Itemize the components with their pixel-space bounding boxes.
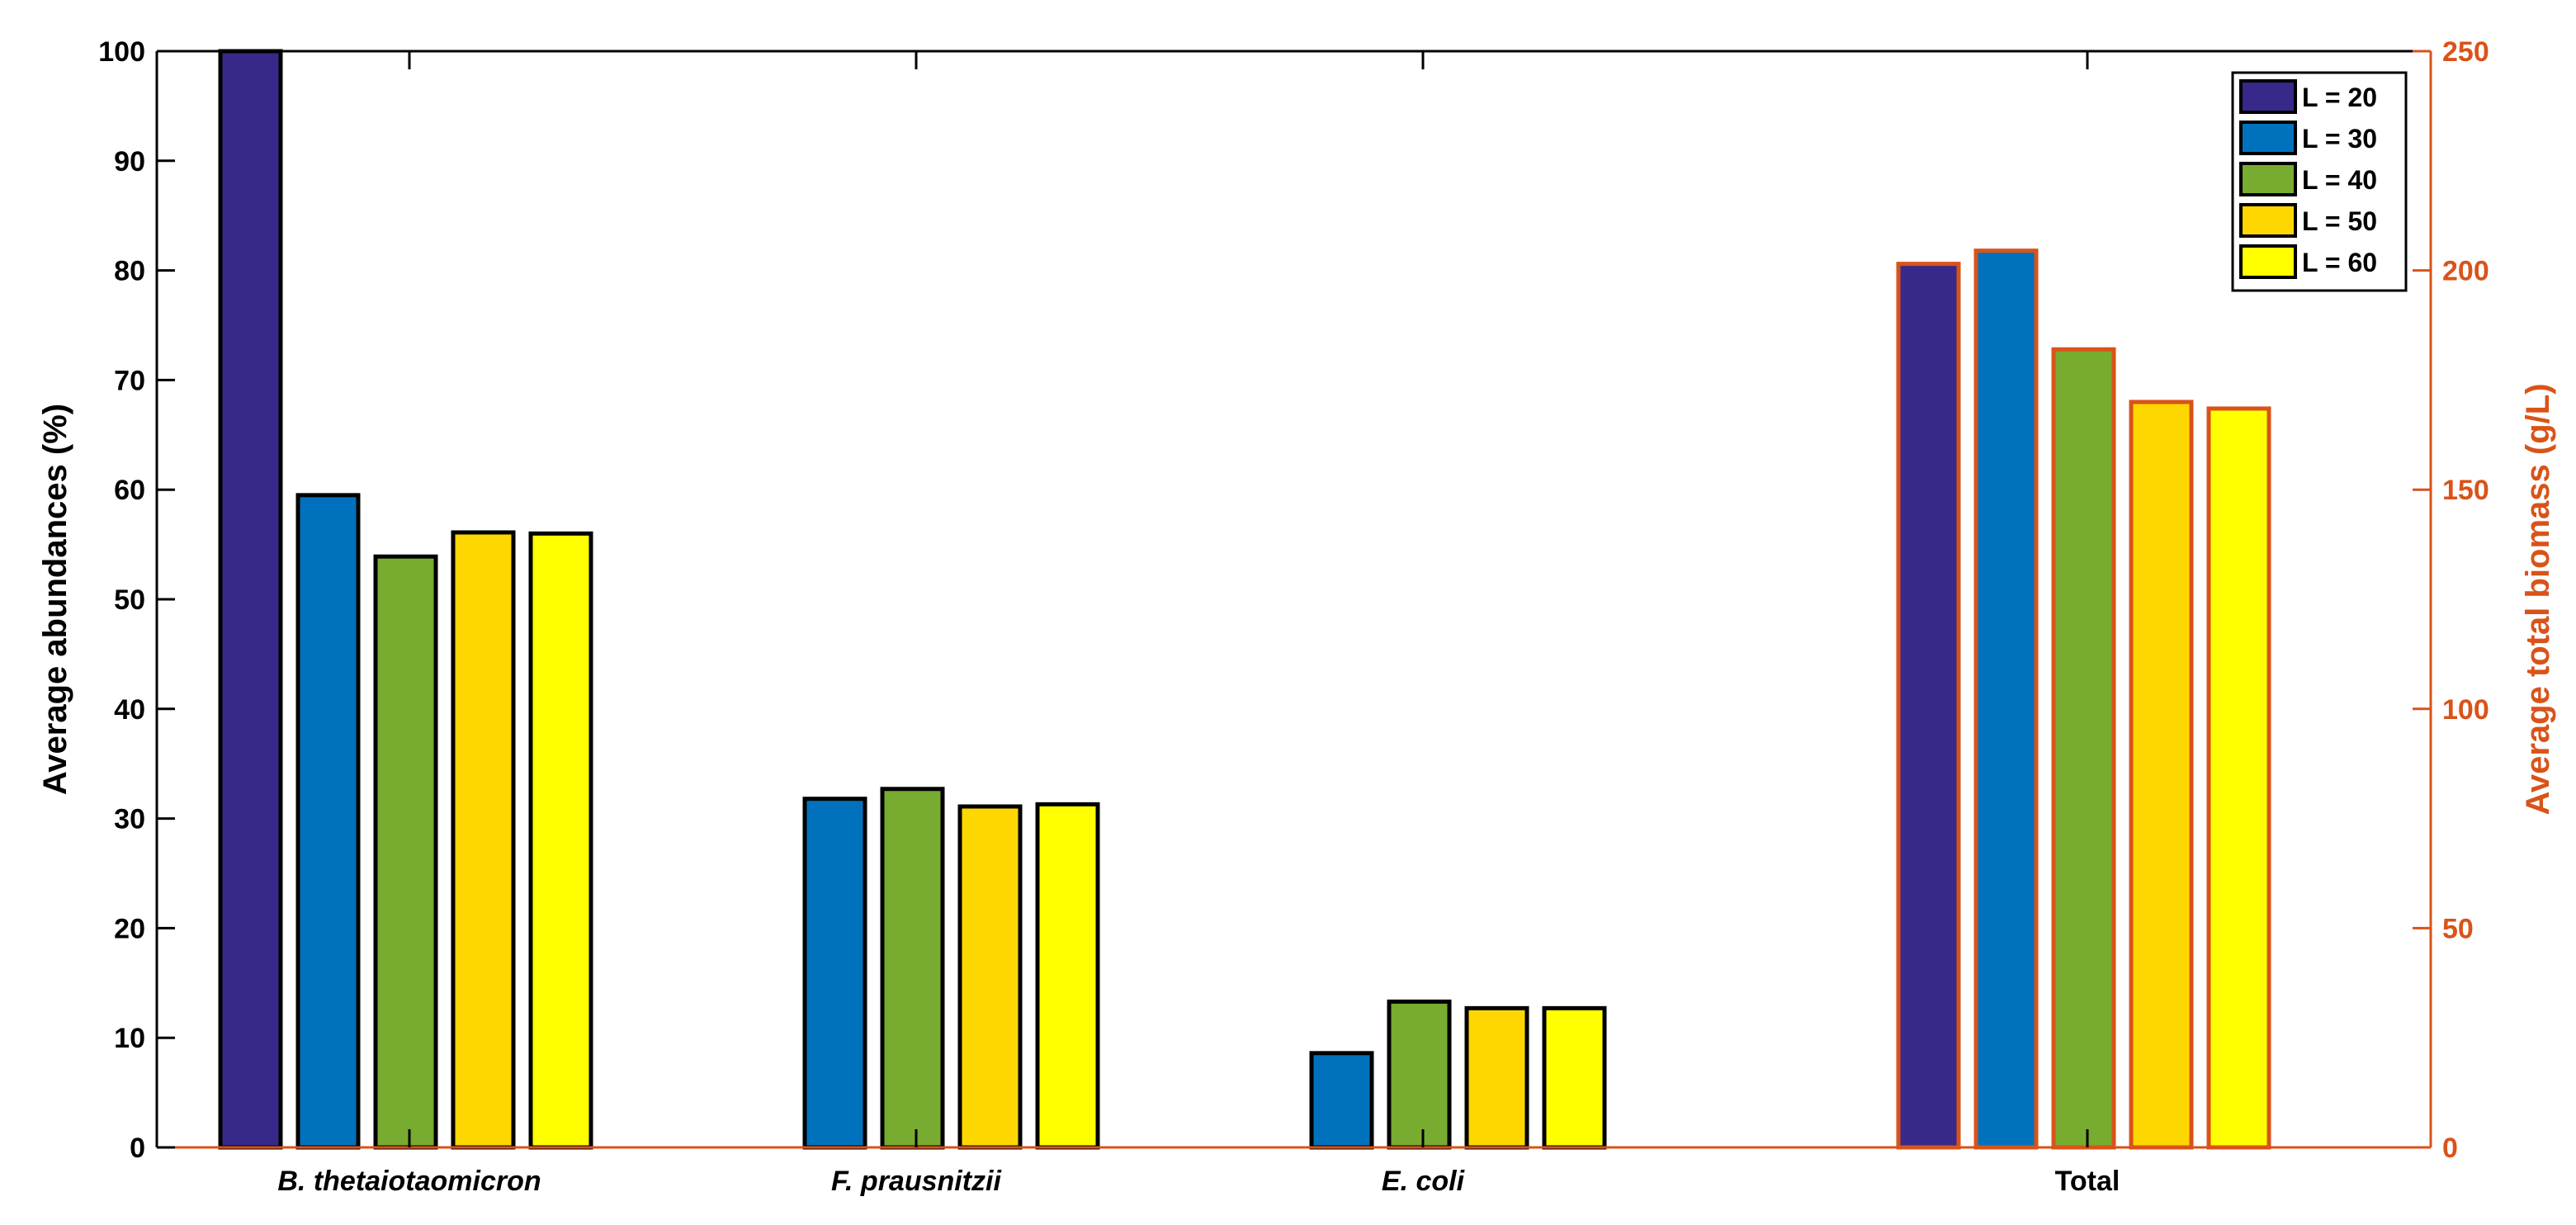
- bar-l40-cat3: [2051, 347, 2116, 1150]
- bar-l60-cat2: [1542, 1005, 1607, 1150]
- bars-layer: [218, 49, 2271, 1150]
- bar-l20-cat0: [218, 49, 283, 1150]
- right-tick-label: 200: [2442, 256, 2489, 287]
- left-tick-label: 20: [114, 913, 145, 944]
- legend-label: L = 60: [2302, 248, 2377, 277]
- left-tick-label: 30: [114, 804, 145, 835]
- left-axis-title: Average abundances (%): [37, 404, 73, 795]
- left-tick-label: 90: [114, 146, 145, 177]
- bar-l40-cat1: [880, 787, 945, 1150]
- bar-l50-cat1: [957, 804, 1023, 1150]
- left-tick-label: 60: [114, 475, 145, 506]
- bar-l40-cat0: [373, 554, 438, 1150]
- category-label: B. thetaiotaomicron: [277, 1166, 541, 1197]
- ticks-layer: 0 10 20 30 40 50 60 70 80 90 100 0 50 100 150 200 250 B. …: [98, 36, 2489, 1197]
- bar-l30-cat3: [1973, 248, 2039, 1150]
- left-tick-label: 80: [114, 256, 145, 287]
- left-tick-label: 100: [98, 36, 145, 68]
- legend: L = 20 L = 30 L = 40 L = 50 L = 60: [2231, 71, 2408, 292]
- legend-swatch: [2239, 121, 2297, 155]
- bar-l50-cat0: [451, 530, 516, 1150]
- right-tick-label: 50: [2442, 913, 2474, 944]
- bar-l30-cat1: [802, 797, 867, 1150]
- left-tick-label: 70: [114, 365, 145, 396]
- bar-l50-cat3: [2129, 400, 2194, 1150]
- right-tick-label: 0: [2442, 1133, 2458, 1164]
- bar-l30-cat2: [1309, 1051, 1374, 1150]
- bar-l60-cat0: [528, 531, 593, 1150]
- bar-l20-cat3: [1896, 262, 1961, 1150]
- right-tick-label: 250: [2442, 36, 2489, 68]
- left-tick-label: 40: [114, 694, 145, 726]
- legend-label: L = 20: [2302, 83, 2377, 112]
- legend-label: L = 40: [2302, 165, 2377, 195]
- labels-layer: Average abundances (%) Average total bio…: [37, 383, 2556, 815]
- left-tick-label: 50: [114, 584, 145, 616]
- legend-label: L = 50: [2302, 206, 2377, 236]
- left-tick-label: 10: [114, 1023, 145, 1054]
- right-axis-title: Average total biomass (g/L): [2520, 383, 2556, 815]
- bar-l60-cat1: [1035, 802, 1100, 1150]
- right-tick-label: 150: [2442, 475, 2489, 506]
- legend-swatch: [2239, 244, 2297, 279]
- legend-swatch: [2239, 203, 2297, 238]
- right-tick-label: 100: [2442, 694, 2489, 726]
- bar-l50-cat2: [1464, 1005, 1529, 1150]
- legend-label: L = 30: [2302, 124, 2377, 154]
- legend-swatch: [2239, 79, 2297, 114]
- left-tick-label: 0: [130, 1133, 145, 1164]
- category-label: E. coli: [1382, 1166, 1466, 1197]
- bar-l40-cat2: [1387, 999, 1452, 1150]
- category-label: Total: [2055, 1166, 2120, 1197]
- bar-l30-cat0: [295, 493, 361, 1150]
- legend-swatch: [2239, 162, 2297, 196]
- category-label: F. prausnitzii: [831, 1166, 1002, 1197]
- bar-l60-cat3: [2206, 406, 2271, 1150]
